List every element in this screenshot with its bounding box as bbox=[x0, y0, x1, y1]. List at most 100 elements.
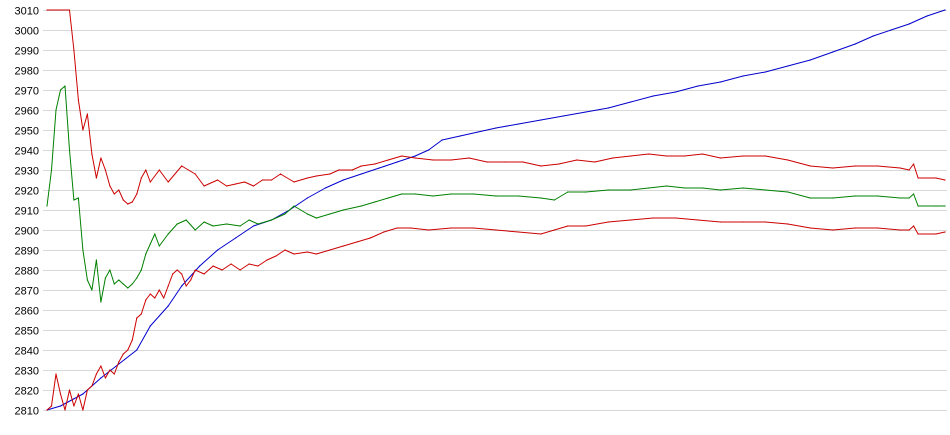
data-point bbox=[306, 177, 308, 179]
data-point bbox=[553, 229, 556, 231]
data-point bbox=[917, 177, 919, 179]
data-point bbox=[719, 189, 722, 191]
data-point bbox=[652, 95, 654, 97]
data-point bbox=[742, 155, 744, 157]
data-point bbox=[248, 219, 250, 221]
data-point bbox=[91, 153, 93, 155]
data-point bbox=[432, 195, 434, 197]
y-tick-label: 2990 bbox=[15, 46, 39, 58]
data-point bbox=[104, 377, 106, 379]
data-point bbox=[185, 219, 187, 221]
data-point bbox=[652, 217, 654, 219]
data-point bbox=[360, 165, 362, 167]
data-point bbox=[450, 159, 452, 161]
data-point bbox=[719, 157, 722, 159]
data-point bbox=[315, 175, 317, 177]
data-point bbox=[787, 223, 789, 225]
data-point bbox=[235, 183, 237, 185]
data-point bbox=[203, 185, 205, 187]
data-point bbox=[86, 389, 88, 391]
data-point bbox=[944, 179, 946, 181]
data-point bbox=[82, 249, 84, 251]
data-point bbox=[630, 101, 632, 103]
data-point bbox=[140, 269, 142, 271]
y-tick-label: 2810 bbox=[15, 406, 39, 418]
y-tick-label: 2950 bbox=[15, 126, 39, 138]
data-point bbox=[401, 155, 403, 157]
data-point bbox=[100, 157, 102, 159]
data-point bbox=[890, 29, 892, 31]
data-point bbox=[127, 287, 129, 289]
data-point bbox=[55, 373, 57, 375]
data-point bbox=[158, 245, 160, 247]
y-tick-label: 2900 bbox=[15, 226, 39, 238]
data-point bbox=[630, 189, 632, 191]
data-point bbox=[666, 155, 668, 157]
y-tick-label: 2980 bbox=[15, 66, 39, 78]
data-point bbox=[77, 99, 79, 101]
data-point bbox=[46, 205, 48, 207]
data-point bbox=[917, 233, 919, 235]
data-point bbox=[131, 339, 133, 341]
data-point bbox=[517, 195, 520, 197]
data-point bbox=[809, 227, 811, 229]
data-point bbox=[154, 297, 156, 299]
y-tick-label: 2860 bbox=[15, 306, 39, 318]
data-point bbox=[396, 227, 398, 229]
data-point bbox=[140, 313, 142, 315]
data-point bbox=[324, 187, 326, 189]
data-point bbox=[594, 161, 596, 163]
data-point bbox=[787, 65, 789, 67]
data-point bbox=[648, 153, 650, 155]
y-tick-label: 2890 bbox=[15, 246, 39, 258]
data-point bbox=[719, 81, 722, 83]
data-point bbox=[908, 169, 910, 171]
data-point bbox=[935, 177, 937, 179]
data-point bbox=[522, 161, 524, 163]
data-point bbox=[401, 193, 403, 195]
data-point bbox=[131, 283, 133, 285]
data-point bbox=[913, 225, 915, 227]
y-tick-label: 2850 bbox=[15, 326, 39, 338]
data-point bbox=[270, 219, 273, 221]
data-point bbox=[73, 405, 75, 407]
series-1 bbox=[46, 9, 946, 205]
data-point bbox=[95, 177, 97, 179]
data-point bbox=[82, 393, 84, 395]
data-point bbox=[122, 283, 124, 285]
data-point bbox=[306, 213, 308, 215]
data-point bbox=[127, 349, 129, 351]
data-point bbox=[172, 273, 174, 275]
data-point bbox=[764, 71, 767, 73]
data-point bbox=[113, 193, 115, 195]
data-point bbox=[95, 373, 97, 375]
data-point bbox=[809, 59, 811, 61]
data-point bbox=[926, 15, 928, 17]
data-point bbox=[226, 185, 228, 187]
y-tick-label: 2930 bbox=[15, 166, 39, 178]
data-point bbox=[459, 135, 461, 137]
data-point bbox=[342, 245, 344, 247]
y-tick-label: 2920 bbox=[15, 186, 39, 198]
data-point bbox=[140, 177, 142, 179]
data-point bbox=[495, 229, 497, 231]
data-point bbox=[697, 85, 699, 87]
data-point bbox=[113, 283, 115, 285]
data-point bbox=[109, 369, 111, 371]
data-point bbox=[414, 157, 416, 159]
data-point bbox=[293, 205, 295, 207]
data-point bbox=[585, 225, 587, 227]
data-point bbox=[86, 113, 88, 115]
data-point bbox=[908, 229, 910, 231]
data-point bbox=[585, 191, 587, 193]
data-point bbox=[279, 173, 282, 175]
data-point bbox=[194, 229, 196, 231]
data-point bbox=[607, 221, 609, 223]
data-point bbox=[387, 197, 389, 199]
data-point bbox=[787, 159, 789, 161]
data-point bbox=[59, 393, 62, 395]
data-point bbox=[944, 231, 946, 233]
data-point bbox=[414, 155, 416, 157]
data-point bbox=[832, 197, 834, 199]
data-point bbox=[917, 205, 919, 207]
